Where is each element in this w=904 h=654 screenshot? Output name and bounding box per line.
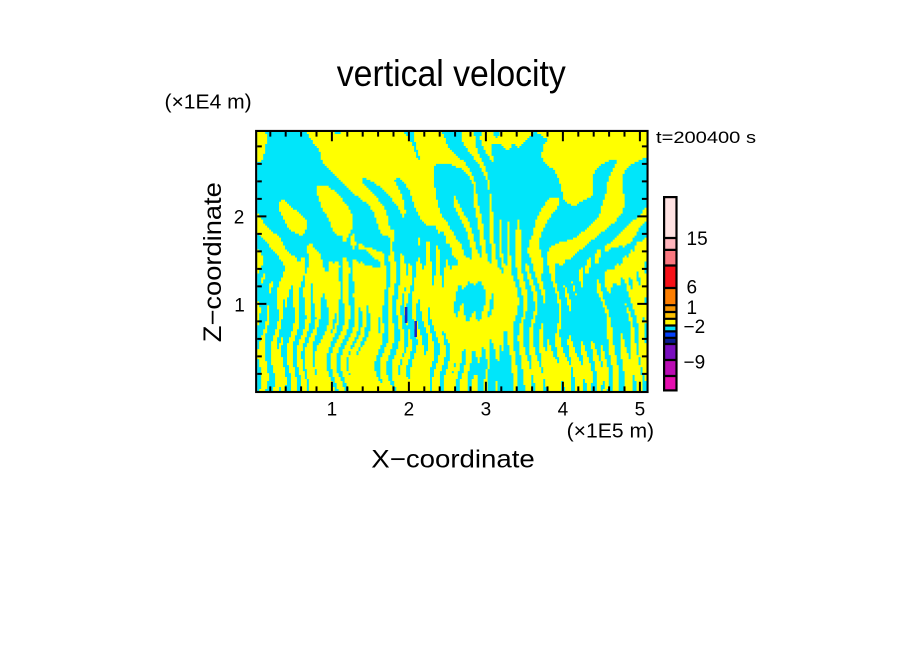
svg-text:vertical velocity: vertical velocity: [337, 53, 566, 94]
svg-text:3: 3: [481, 400, 492, 421]
svg-text:1: 1: [327, 400, 338, 421]
svg-text:6: 6: [687, 278, 698, 299]
svg-text:Z−coordinate: Z−coordinate: [199, 182, 227, 342]
svg-text:1: 1: [687, 298, 698, 319]
svg-text:(×1E4 m): (×1E4 m): [165, 92, 252, 114]
svg-text:2: 2: [234, 208, 245, 229]
svg-text:2: 2: [404, 400, 415, 421]
svg-text:−2: −2: [684, 317, 706, 338]
svg-text:−9: −9: [684, 352, 706, 373]
svg-text:4: 4: [558, 400, 569, 421]
svg-text:5: 5: [635, 400, 646, 421]
svg-text:1: 1: [234, 296, 245, 317]
svg-text:(×1E5 m): (×1E5 m): [567, 420, 655, 442]
svg-text:X−coordinate: X−coordinate: [371, 446, 535, 474]
svg-text:15: 15: [687, 229, 708, 250]
svg-text:t=200400 s: t=200400 s: [656, 129, 756, 147]
